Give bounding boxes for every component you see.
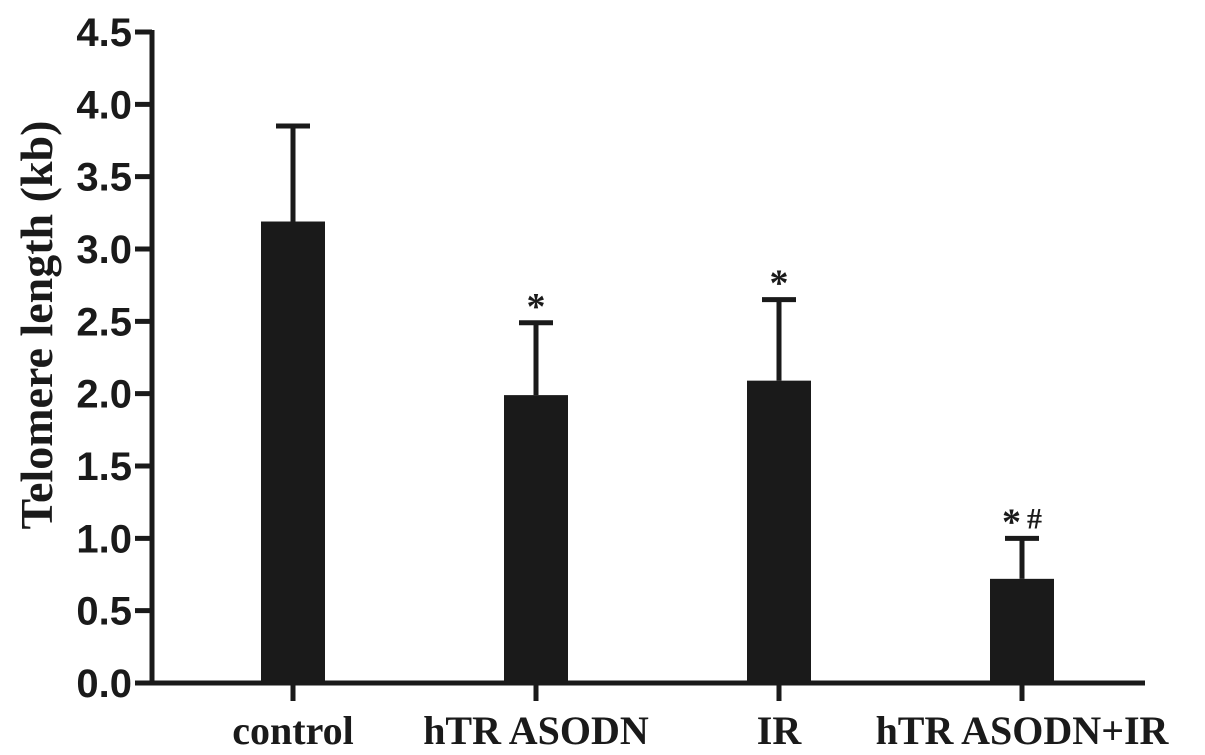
y-tick-label: 1.0 <box>76 517 132 561</box>
bar-control <box>261 221 325 683</box>
significance-annotation-ir: * <box>770 263 789 305</box>
significance-annotation-htr-asodn: * <box>527 286 546 328</box>
error-bars-layer <box>276 123 1039 579</box>
bar-htr-asodn <box>504 395 568 683</box>
x-tick-label-control: control <box>232 708 353 753</box>
y-tick-label: 3.5 <box>76 156 132 200</box>
bars-layer <box>261 221 1054 683</box>
bar-ir <box>747 380 811 683</box>
y-tick-label: 3.0 <box>76 228 132 272</box>
x-tick-label-htr-asodn: hTR ASODN <box>423 708 649 753</box>
y-axis-label: Telomere length (kb) <box>11 121 62 530</box>
x-tick-label-htr-asodn-ir: hTR ASODN+IR <box>876 708 1170 753</box>
x-tick-label-ir: IR <box>757 708 803 753</box>
labels-layer: 0.0 0.5 1.0 1.5 2.0 2.5 3.0 3.5 4.0 4.5 control hTR… <box>76 11 1169 753</box>
bar-htr-asodn-ir <box>990 578 1054 683</box>
y-tick-label: 1.5 <box>76 445 132 489</box>
y-tick-label: 0.0 <box>76 662 132 706</box>
axes-layer <box>135 29 1145 701</box>
y-tick-label: 0.5 <box>76 590 132 634</box>
y-tick-label: 2.5 <box>76 300 132 344</box>
y-tick-label: 2.0 <box>76 373 132 417</box>
significance-annotation-htr-asodn-ir: * # <box>1002 501 1042 543</box>
y-tick-label: 4.5 <box>76 11 132 55</box>
y-tick-label: 4.0 <box>76 83 132 127</box>
